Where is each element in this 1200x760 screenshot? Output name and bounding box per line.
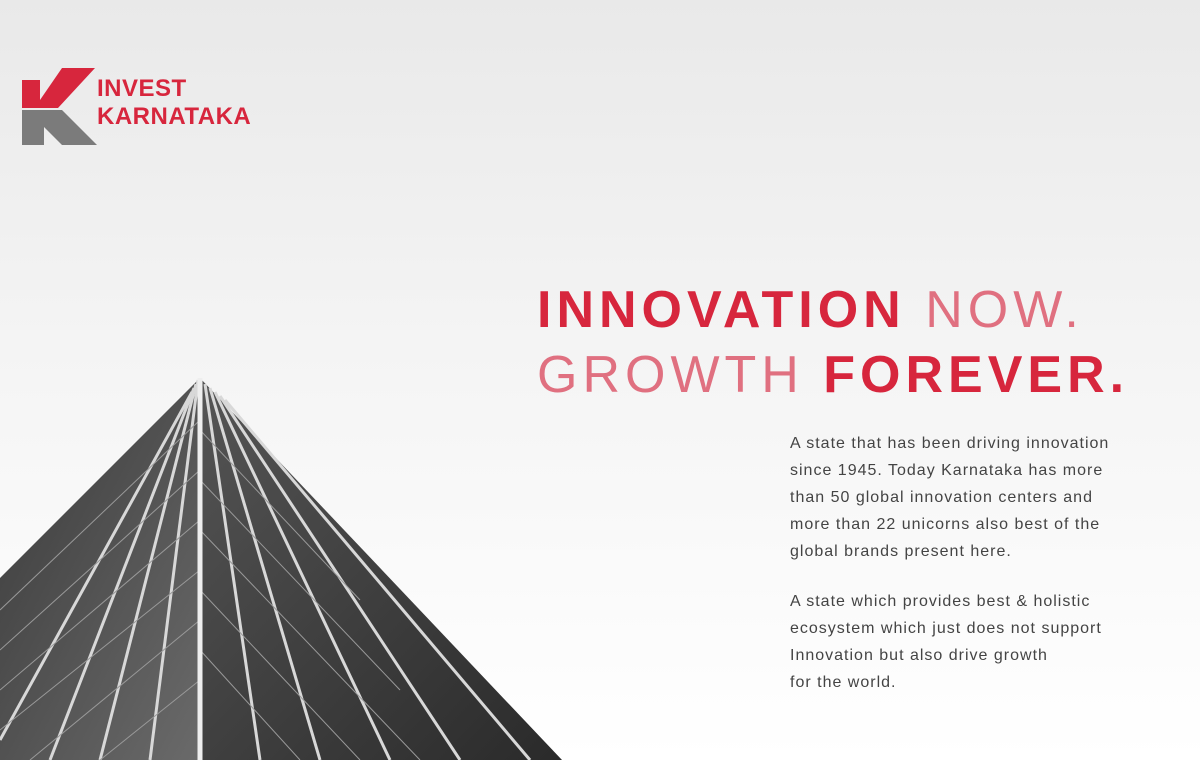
logo-line: KARNATAKA — [97, 103, 252, 130]
headline-line: GROWTH FOREVER. — [537, 345, 1129, 405]
paragraph: A state which provides best & holistic ec… — [790, 588, 1190, 696]
headline-light: NOW. — [925, 281, 1084, 339]
paragraph-line: since 1945. Today Karnataka has more — [790, 462, 1104, 479]
paragraph-line: for the world. — [790, 674, 897, 691]
logo-line: INVEST — [97, 75, 187, 102]
paragraph-line: more than 22 unicorns also best of the — [790, 516, 1101, 533]
paragraph: A state that has been driving innovation… — [790, 430, 1190, 565]
headline-bold: INNOVATION — [537, 281, 906, 339]
paragraph-line: Innovation but also drive growth — [790, 647, 1048, 664]
paragraph-line: ecosystem which just does not support — [790, 620, 1102, 637]
building-left-face — [0, 378, 200, 760]
headline-light: GROWTH — [537, 346, 804, 404]
paragraph-line: A state that has been driving innovation — [790, 435, 1110, 452]
paragraph-line: A state which provides best & holistic — [790, 593, 1091, 610]
paragraph-line: global brands present here. — [790, 543, 1012, 560]
paragraph-line: than 50 global innovation centers and — [790, 489, 1093, 506]
building-floors — [0, 419, 421, 760]
headline-line: INNOVATION NOW. — [537, 280, 1084, 340]
headline-bold: FOREVER. — [823, 346, 1130, 404]
logo-mark — [22, 68, 97, 145]
